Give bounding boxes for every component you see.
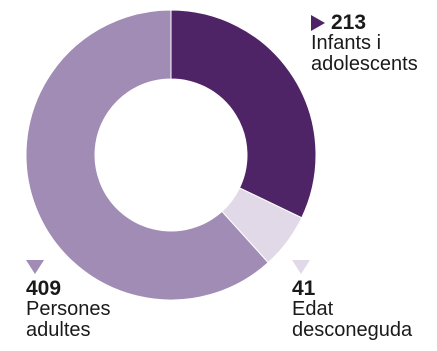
slice-name-adults-line2: adultes — [26, 319, 91, 341]
slice-value-adults: 409 — [26, 277, 62, 300]
arrow-down-icon — [292, 260, 310, 274]
slice-adults — [25, 9, 269, 301]
slice-label-infants: 213 Infants i adolescents — [311, 12, 418, 75]
slice-name-infants-line1: Infants i — [311, 32, 382, 54]
slice-value-infants: 213 — [331, 11, 367, 34]
slice-value-unknown: 41 — [292, 277, 316, 300]
slice-name-infants-line2: adolescents — [311, 53, 418, 75]
slice-name-unknown-line2: desconeguda — [292, 319, 413, 341]
slice-name-adults-line1: Persones — [26, 298, 111, 320]
slice-name-unknown-line1: Edat — [292, 298, 334, 320]
arrow-right-icon — [311, 14, 325, 31]
slice-infants — [170, 9, 317, 219]
slice-label-unknown: 41 Edat desconeguda — [292, 260, 412, 341]
arrow-down-icon — [26, 260, 44, 274]
slice-label-adults: 409 Persones adultes — [26, 260, 111, 341]
